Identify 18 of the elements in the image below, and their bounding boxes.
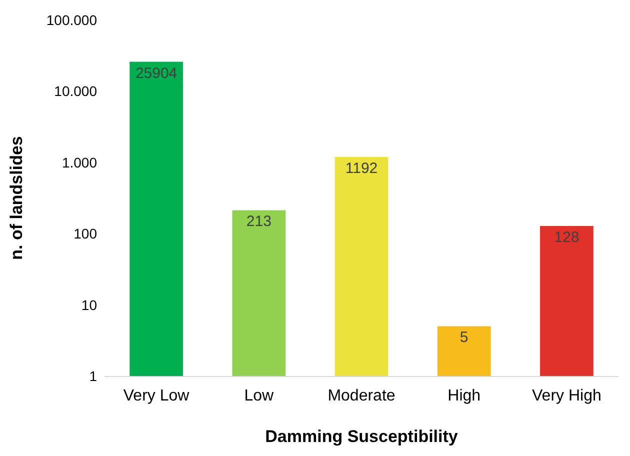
x-tick-label: Low	[244, 388, 274, 404]
y-tick-label: 10.000	[54, 83, 98, 100]
x-tick-label: Very High	[532, 388, 602, 404]
data-label: 1192	[345, 160, 378, 177]
x-axis-title: Damming Susceptibility	[265, 427, 458, 446]
data-label: 128	[554, 228, 580, 246]
x-tick-label: Very Low	[123, 388, 190, 404]
data-label: 213	[246, 213, 272, 230]
y-tick-label: 100	[74, 226, 98, 242]
y-tick-label: 100.000	[46, 12, 98, 28]
x-tick-label: Moderate	[328, 388, 396, 404]
y-axis-title: n. of landslides	[7, 136, 26, 260]
y-tick-label: 1	[89, 368, 98, 384]
data-label: 25904	[135, 64, 178, 82]
data-label: 5	[460, 329, 468, 346]
y-tick-label: 1.000	[62, 154, 98, 170]
y-tick-label: 10	[81, 296, 98, 313]
x-tick-label: High	[448, 388, 481, 404]
